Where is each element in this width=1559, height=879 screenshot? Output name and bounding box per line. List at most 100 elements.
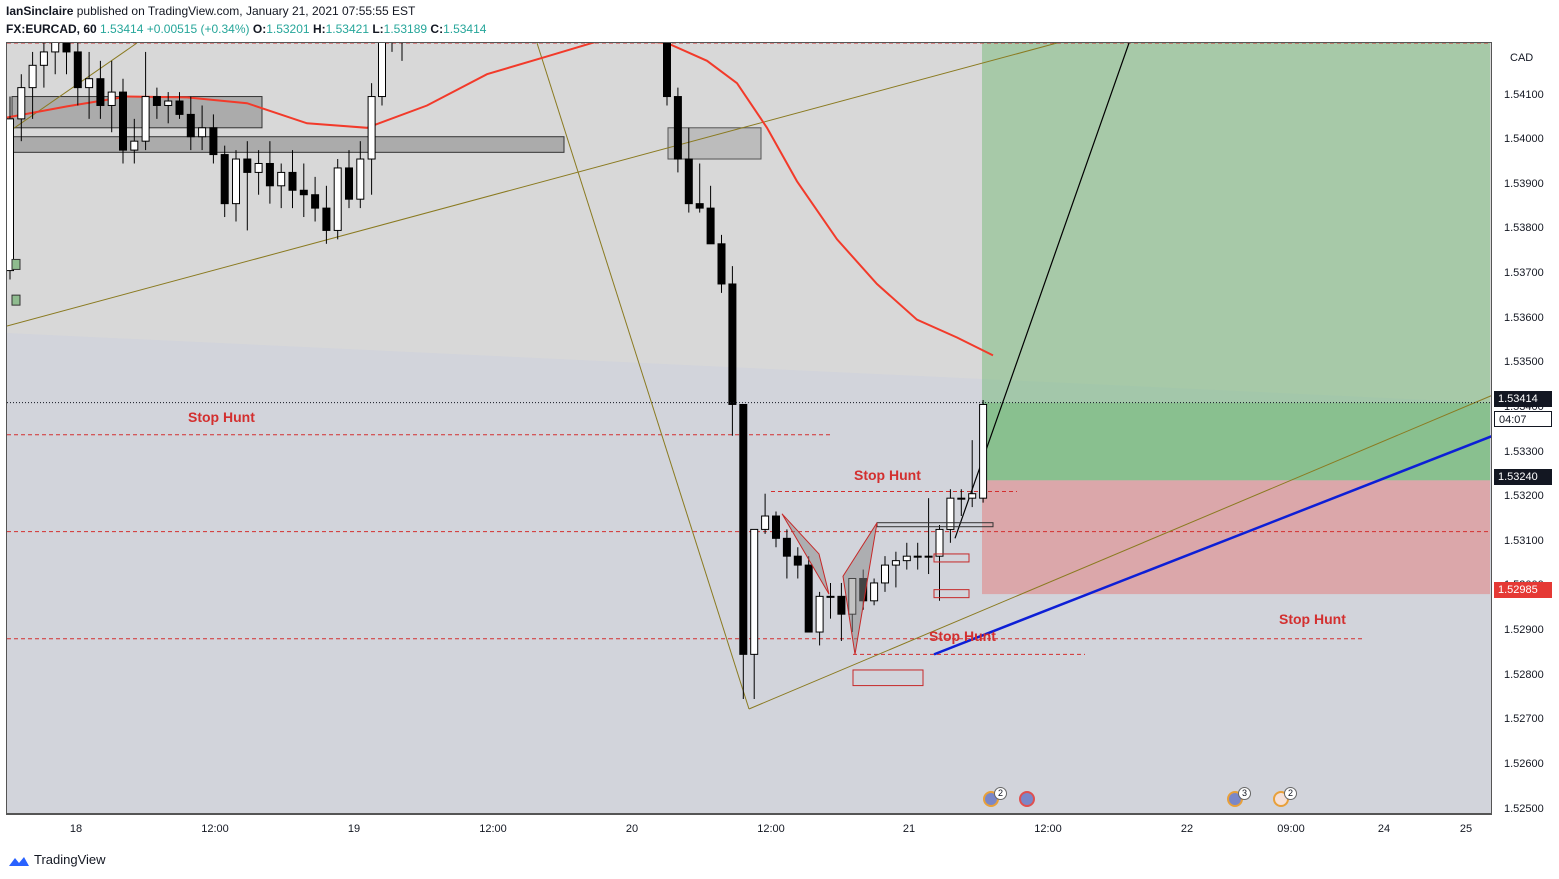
tradingview-brand[interactable]: TradingView — [8, 852, 106, 867]
price-tick-label: 1.54100 — [1504, 88, 1544, 101]
close-label: C: — [430, 22, 444, 36]
bearish-candle — [288, 171, 297, 191]
bullish-candle — [378, 43, 386, 98]
event-count: 2 — [1284, 787, 1297, 800]
bullish-candle — [28, 64, 37, 89]
bullish-candle — [761, 515, 770, 530]
supply-box — [11, 136, 565, 153]
chart-canvas[interactable] — [7, 43, 1492, 814]
price-axis[interactable]: CAD 1.54100 1.54000 1.53900 1.53800 1.53700 1… — [1492, 42, 1559, 815]
bullish-candle — [957, 497, 966, 500]
bullish-candle — [277, 171, 286, 187]
economic-event-cad-icon[interactable]: 2 — [1273, 787, 1297, 807]
bullish-candle — [356, 158, 365, 200]
bullish-candle — [902, 555, 911, 562]
bullish-candle — [333, 167, 342, 231]
supply-box — [11, 96, 263, 129]
price-tick-label: 1.53500 — [1504, 356, 1544, 369]
low-label: L: — [372, 22, 384, 36]
supply-box — [667, 127, 762, 160]
bullish-candle — [85, 78, 94, 89]
bearish-candle — [728, 283, 737, 405]
stop-hunt-label-1: Stop Hunt — [188, 409, 255, 425]
bearish-candle — [695, 203, 704, 209]
price-tick-label: 1.53200 — [1504, 490, 1544, 503]
bearish-candle — [663, 43, 671, 98]
bearish-candle — [186, 113, 195, 138]
bearish-candle — [299, 189, 308, 196]
bearish-candle — [220, 154, 229, 205]
time-tick-label: 09:00 — [1277, 823, 1305, 835]
bearish-candle — [772, 515, 780, 539]
time-tick-label: 12:00 — [201, 823, 229, 835]
time-tick-label: 22 — [1180, 823, 1194, 835]
price-tick-label: 1.53800 — [1504, 222, 1544, 235]
bullish-candle — [881, 564, 889, 584]
price-change: +0.00515 (+0.34%) — [146, 22, 250, 36]
harmonic-pattern-leg — [781, 513, 830, 595]
olive-trendline-left — [7, 43, 138, 134]
price-tick-label: 1.52600 — [1504, 757, 1544, 770]
chart-plot-area[interactable]: Stop Hunt Stop Hunt Stop Hunt Stop Hunt … — [6, 42, 1492, 814]
blue-trendline — [933, 435, 1491, 656]
bullish-candle — [935, 528, 944, 557]
price-tick-label: 1.52500 — [1504, 802, 1544, 815]
bullish-candle — [913, 555, 922, 558]
time-tick-label: 12:00 — [1034, 823, 1062, 835]
bullish-candle — [367, 96, 376, 160]
open-value: 1.53201 — [266, 22, 310, 36]
bearish-candle — [673, 96, 682, 160]
current-price-label: 1.53414 — [1494, 391, 1552, 407]
bearish-candle — [243, 158, 252, 173]
olive-trendline-down — [536, 43, 750, 710]
price-tick-label: 1.53600 — [1504, 311, 1544, 324]
time-axis[interactable]: 18 12:00 19 12:00 20 12:00 21 12:00 22 09:00 24 25 — [6, 814, 1492, 843]
bullish-candle — [7, 118, 14, 272]
bearish-candle — [322, 207, 331, 231]
order-marker-box — [933, 553, 970, 563]
bullish-candle — [924, 555, 933, 558]
bearish-candle — [119, 91, 127, 151]
symbol-label[interactable]: FX:EURCAD, 60 — [6, 22, 97, 36]
time-tick-label: 21 — [902, 823, 916, 835]
order-marker-box — [933, 589, 970, 599]
brand-name: TradingView — [34, 852, 106, 867]
economic-event-eur-icon[interactable]: 2 — [983, 787, 1007, 807]
order-marker-box — [852, 669, 924, 687]
stop-hunt-label-3: Stop Hunt — [929, 628, 996, 644]
bearish-candle — [793, 555, 802, 566]
bullish-candle — [17, 87, 26, 120]
bullish-candle — [826, 595, 835, 598]
time-tick-label: 18 — [69, 823, 83, 835]
bearish-candle — [209, 127, 218, 156]
bullish-candle — [107, 91, 116, 106]
economic-event-eur-icon[interactable]: 3 — [1227, 787, 1251, 807]
profit-open-zone — [982, 402, 1490, 481]
last-price: 1.53414 — [100, 22, 144, 36]
price-tick-label: 1.54000 — [1504, 133, 1544, 146]
event-count: 3 — [1238, 787, 1251, 800]
bearish-candle — [62, 43, 71, 53]
bullish-candle — [750, 528, 759, 655]
range-marker — [876, 522, 994, 528]
currency-label: CAD — [1510, 52, 1534, 64]
stop-hunt-label-2: Stop Hunt — [854, 467, 921, 483]
bullish-candle — [254, 162, 263, 173]
bullish-candle — [870, 582, 879, 602]
publisher-name[interactable]: IanSinclaire — [6, 4, 74, 18]
bearish-candle — [175, 100, 184, 115]
publish-info: IanSinclaire published on TradingView.co… — [6, 4, 415, 18]
time-tick-label: 12:00 — [757, 823, 785, 835]
open-label: O: — [252, 22, 267, 36]
countdown-label: 04:07 — [1494, 411, 1552, 427]
bearish-candle — [152, 96, 161, 106]
time-tick-label: 12:00 — [479, 823, 507, 835]
bullish-candle — [946, 497, 955, 530]
bullish-candle — [979, 403, 988, 499]
time-tick-label: 19 — [347, 823, 361, 835]
economic-event-eur-icon[interactable] — [1019, 791, 1035, 807]
close-value: 1.53414 — [443, 22, 487, 36]
bullish-candle — [130, 140, 139, 151]
tradingview-logo-icon — [9, 856, 29, 866]
bearish-candle — [782, 537, 791, 557]
